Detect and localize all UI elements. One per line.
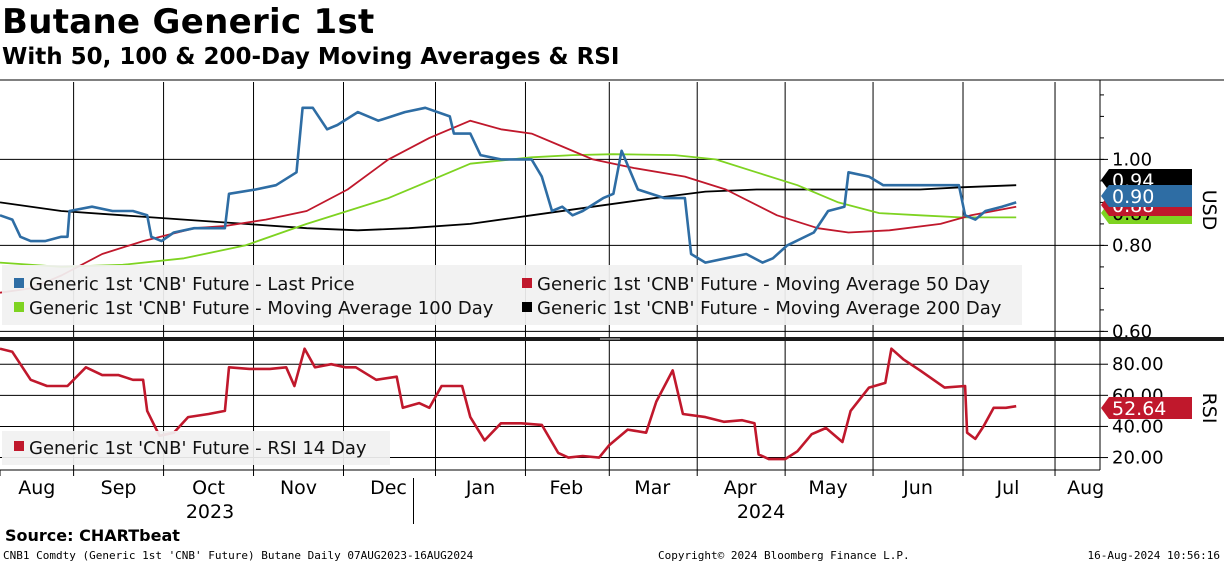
legend-swatch-ma100 — [14, 302, 24, 312]
x-tick-label: Jun — [902, 477, 933, 499]
footer-timestamp: 16-Aug-2024 10:56:16 — [1087, 549, 1220, 562]
rsi-tick-label: 20.00 — [1112, 448, 1164, 469]
x-tick-label: Feb — [550, 477, 584, 499]
x-tick-label: Aug — [1067, 477, 1104, 499]
price-tick-label: 0.80 — [1112, 235, 1152, 256]
legends: Generic 1st 'CNB' Future - Last Price Gen… — [2, 265, 1022, 465]
chart-subtitle: With 50, 100 & 200-Day Moving Averages &… — [2, 44, 620, 70]
legend-label-price: Generic 1st 'CNB' Future - Last Price — [29, 274, 355, 295]
legend-swatch-ma50 — [522, 278, 532, 288]
last-tag-price-shape — [1101, 185, 1192, 207]
price-axis-title: USD — [1198, 190, 1220, 231]
x-tick-label: Mar — [634, 477, 670, 499]
last-tag-price-text: 0.90 — [1112, 186, 1154, 208]
chart-title: Butane Generic 1st — [2, 2, 375, 42]
legend-label-ma100: Generic 1st 'CNB' Future - Moving Averag… — [29, 298, 494, 319]
rsi-legend-box — [2, 431, 390, 465]
axes: 1.000.800.6080.0060.0040.0020.00USDRSI0.… — [0, 79, 1224, 524]
x-tick-label: Jan — [465, 477, 495, 499]
footer-security: CNB1 Comdty (Generic 1st 'CNB' Future) B… — [3, 549, 474, 562]
legend-label-ma200: Generic 1st 'CNB' Future - Moving Averag… — [537, 298, 1002, 319]
series-line-price — [0, 106, 1017, 264]
last-tag-rsi: 52.64 — [1101, 397, 1192, 420]
legend-label-rsi: Generic 1st 'CNB' Future - RSI 14 Day — [29, 438, 367, 459]
last-tag-price: 0.90 — [1101, 185, 1192, 208]
year-label: 2024 — [737, 501, 785, 523]
rsi-tick-label: 80.00 — [1112, 354, 1164, 375]
source-note: Source: CHARTbeat — [5, 526, 180, 545]
last-tag-rsi-text: 52.64 — [1112, 398, 1166, 420]
price-tick-label: 0.60 — [1112, 321, 1152, 342]
series-line-ma50 — [0, 119, 1017, 294]
footer-copyright: Copyright© 2024 Bloomberg Finance L.P. — [658, 549, 910, 562]
rsi-axis-title: RSI — [1198, 393, 1220, 424]
series-line-ma100 — [0, 153, 1017, 268]
legend-label-ma50: Generic 1st 'CNB' Future - Moving Averag… — [537, 274, 990, 295]
last-tag-rsi-shape — [1101, 397, 1192, 419]
legend-swatch-rsi — [14, 441, 24, 451]
x-tick-label: Oct — [192, 477, 225, 499]
series-lines — [0, 106, 1017, 461]
x-tick-label: Jul — [996, 477, 1020, 499]
price-tick-label: 1.00 — [1112, 149, 1152, 170]
x-tick-label: Dec — [370, 477, 407, 499]
legend-swatch-price — [14, 278, 24, 288]
rsi-tick-label: 40.00 — [1112, 416, 1164, 437]
x-tick-label: Aug — [18, 477, 55, 499]
x-tick-label: May — [808, 477, 847, 499]
x-tick-label: Apr — [724, 477, 757, 499]
x-tick-label: Sep — [101, 477, 137, 499]
legend-swatch-ma200 — [522, 302, 532, 312]
series-line-ma200 — [0, 184, 1017, 232]
price-legend-box — [2, 265, 1022, 325]
x-tick-label: Nov — [280, 477, 317, 499]
year-label: 2023 — [186, 501, 234, 523]
